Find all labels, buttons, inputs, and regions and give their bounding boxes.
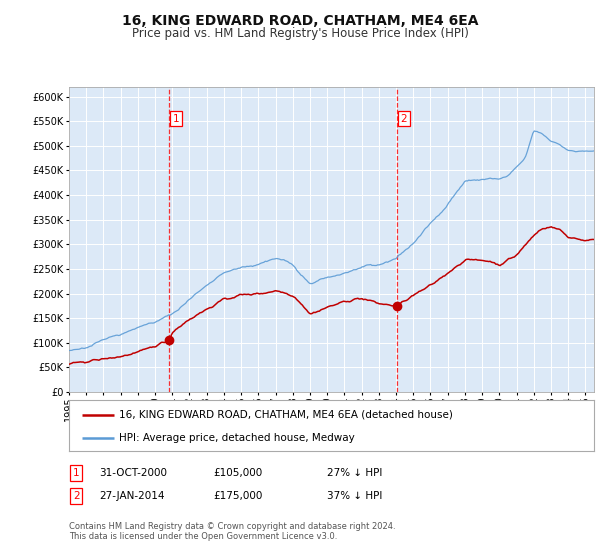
Text: 37% ↓ HPI: 37% ↓ HPI bbox=[327, 491, 382, 501]
Text: 16, KING EDWARD ROAD, CHATHAM, ME4 6EA (detached house): 16, KING EDWARD ROAD, CHATHAM, ME4 6EA (… bbox=[119, 409, 453, 419]
Text: 1: 1 bbox=[173, 114, 179, 124]
Text: 31-OCT-2000: 31-OCT-2000 bbox=[99, 468, 167, 478]
Text: HPI: Average price, detached house, Medway: HPI: Average price, detached house, Medw… bbox=[119, 433, 355, 443]
Text: 16, KING EDWARD ROAD, CHATHAM, ME4 6EA: 16, KING EDWARD ROAD, CHATHAM, ME4 6EA bbox=[122, 14, 478, 28]
Text: 1: 1 bbox=[73, 468, 80, 478]
Text: 27-JAN-2014: 27-JAN-2014 bbox=[99, 491, 164, 501]
Text: 2: 2 bbox=[73, 491, 80, 501]
Text: Contains HM Land Registry data © Crown copyright and database right 2024.
This d: Contains HM Land Registry data © Crown c… bbox=[69, 522, 395, 542]
Text: Price paid vs. HM Land Registry's House Price Index (HPI): Price paid vs. HM Land Registry's House … bbox=[131, 27, 469, 40]
Text: £105,000: £105,000 bbox=[213, 468, 262, 478]
Text: £175,000: £175,000 bbox=[213, 491, 262, 501]
Text: 2: 2 bbox=[401, 114, 407, 124]
Text: 27% ↓ HPI: 27% ↓ HPI bbox=[327, 468, 382, 478]
